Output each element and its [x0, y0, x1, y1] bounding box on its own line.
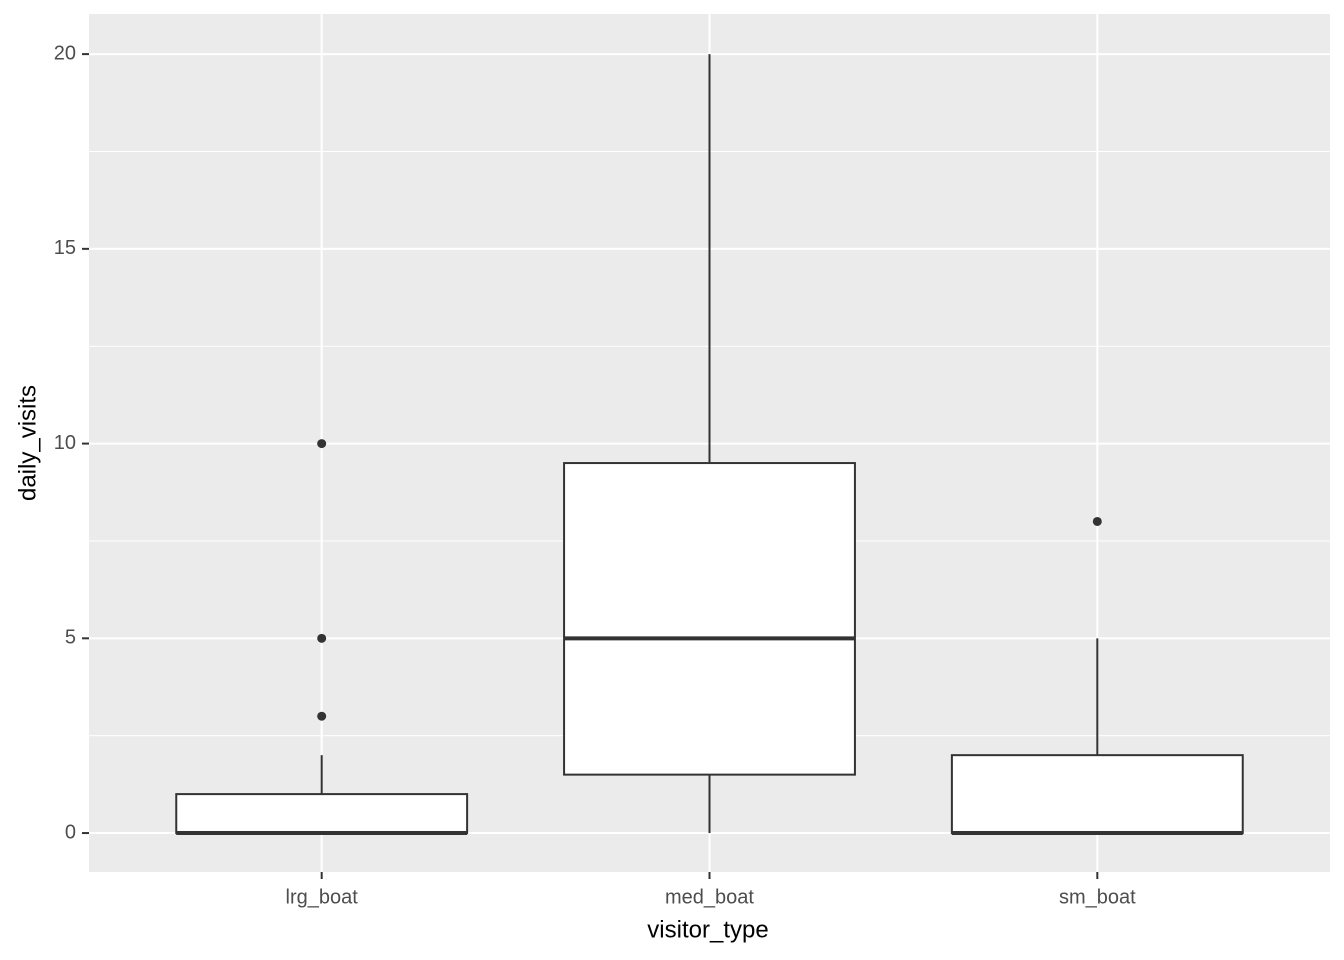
x-axis-title: visitor_type — [647, 916, 768, 943]
outlier — [317, 439, 327, 449]
x-tick-label: med_boat — [665, 886, 754, 908]
x-tick-label: lrg_boat — [286, 886, 359, 908]
box — [175, 793, 469, 835]
outlier — [317, 711, 327, 721]
y-tick-label: 20 — [54, 42, 76, 64]
y-tick-label: 15 — [54, 237, 76, 259]
y-tick-label: 10 — [54, 432, 76, 454]
y-axis-title: daily_visits — [14, 385, 41, 501]
y-tick-label: 0 — [65, 821, 76, 843]
box — [563, 462, 856, 776]
y-tick-label: 5 — [65, 627, 76, 649]
x-tick-label: sm_boat — [1059, 886, 1136, 908]
outlier — [317, 633, 327, 643]
outlier — [1092, 516, 1102, 526]
box — [950, 754, 1244, 835]
